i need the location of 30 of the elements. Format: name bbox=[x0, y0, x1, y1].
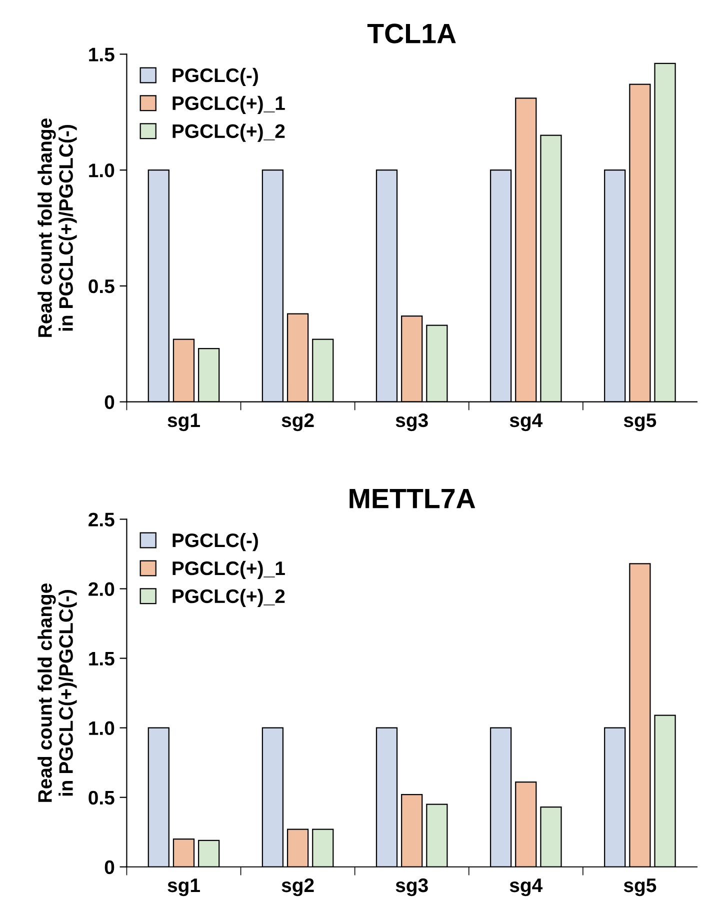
x-tick-label: sg5 bbox=[624, 878, 656, 896]
y-tick-label: 2.0 bbox=[88, 582, 114, 596]
x-tick-label: sg2 bbox=[282, 878, 314, 896]
legend-label: PGCLC(+)_1 bbox=[172, 96, 285, 114]
x-tick-label: sg5 bbox=[624, 414, 656, 432]
chart-title: TCL1A bbox=[367, 24, 456, 44]
y-tick-label: 0.5 bbox=[88, 279, 114, 294]
y-axis-title: Read count fold change in PGCLC(+)/PGCLC(-) bbox=[38, 584, 77, 802]
x-tick-label: sg4 bbox=[510, 414, 543, 432]
y-axis-title: Read count fold change in PGCLC(+)/PGCLC(-) bbox=[38, 118, 77, 337]
x-tick-label: sg2 bbox=[282, 413, 314, 432]
y-tick-label: 0 bbox=[104, 395, 114, 410]
x-tick-label: sg3 bbox=[396, 878, 428, 896]
y-tick-label: 0.5 bbox=[88, 790, 114, 805]
y-tick-label: 1.5 bbox=[89, 652, 114, 666]
x-tick-label: sg1 bbox=[168, 878, 200, 896]
legend-label: PGCLC(+)_1 bbox=[172, 560, 285, 580]
legend-label: PGCLC(+)_2 bbox=[172, 124, 285, 142]
y-tick-label: 1.0 bbox=[89, 721, 114, 736]
x-tick-label: sg4 bbox=[510, 878, 543, 896]
x-tick-label: sg1 bbox=[168, 414, 200, 432]
x-tick-label: sg3 bbox=[396, 413, 428, 432]
chart-title: METTL7A bbox=[350, 489, 476, 508]
y-tick-label: 1.0 bbox=[89, 164, 114, 178]
legend-label: PGCLC(-) bbox=[172, 68, 258, 86]
legend-label: PGCLC(-) bbox=[172, 532, 258, 552]
legend-label: PGCLC(+)_2 bbox=[172, 588, 285, 607]
y-tick-label: 0 bbox=[104, 860, 114, 874]
y-tick-label: 2.5 bbox=[88, 512, 114, 526]
y-tick-label: 1.5 bbox=[89, 48, 114, 62]
